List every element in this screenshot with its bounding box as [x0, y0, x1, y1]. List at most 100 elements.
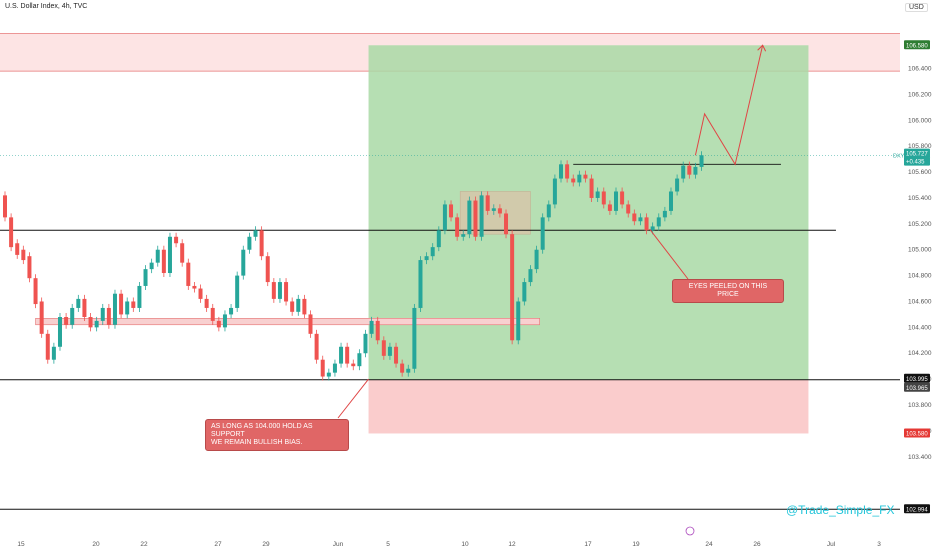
- entry-price-label-bg: [904, 382, 930, 392]
- support-note-pointer: [337, 378, 369, 419]
- candle-body: [467, 200, 472, 235]
- candle-body: [94, 320, 99, 328]
- candle-body: [345, 346, 350, 364]
- candle-body: [112, 293, 117, 325]
- candle-body: [381, 340, 386, 356]
- currency-button[interactable]: USD: [905, 3, 928, 12]
- candle-body: [504, 213, 509, 235]
- candle-body: [583, 174, 588, 179]
- eyes-note-text: EYES PEELED ON THIS PRICE: [688, 283, 768, 298]
- candle-body: [277, 282, 282, 299]
- candle-body: [638, 217, 643, 222]
- price-tick-label: 106.000: [908, 117, 932, 124]
- time-tick-label: 17: [584, 541, 592, 548]
- time-tick-label: 29: [262, 541, 270, 548]
- candle-body: [656, 217, 661, 227]
- projection-arrowhead: [757, 44, 767, 52]
- candle-body: [204, 298, 209, 308]
- candle-body: [180, 243, 185, 263]
- time-tick-label: 15: [17, 541, 25, 548]
- candle-body: [607, 204, 612, 211]
- candle-body: [516, 301, 521, 341]
- candle-body: [644, 217, 649, 231]
- candle-body: [406, 368, 411, 373]
- candle-body: [485, 195, 490, 211]
- candle-body: [497, 208, 502, 214]
- candle-body: [650, 226, 655, 231]
- candle-body: [161, 249, 166, 274]
- candle-body: [614, 191, 618, 211]
- time-tick-label: 3: [877, 541, 881, 548]
- candle-body: [626, 204, 631, 214]
- candle-body: [119, 293, 124, 315]
- candle-body: [143, 269, 148, 286]
- candle-body: [64, 317, 69, 325]
- candle-body: [351, 363, 356, 367]
- price-tick-label: 104.600: [908, 298, 932, 305]
- time-tick-label: 20: [92, 541, 100, 548]
- eyes-note: EYES PEELED ON THIS PRICE: [672, 279, 784, 303]
- candle-body: [510, 234, 515, 341]
- change-label-bg: [904, 156, 930, 166]
- candle-body: [229, 307, 234, 315]
- price-tick-label: 103.800: [908, 402, 932, 409]
- time-tick-label: Jun: [333, 541, 344, 548]
- candle-body: [693, 166, 698, 175]
- candle-body: [15, 243, 20, 255]
- candle-body: [149, 262, 154, 270]
- candle-body: [137, 285, 142, 308]
- lower-price-label: 102.994: [906, 507, 928, 513]
- candle-body: [424, 256, 429, 261]
- candle-body: [601, 191, 606, 205]
- candle-body: [302, 298, 307, 315]
- candle-body: [357, 353, 362, 367]
- time-tick-label: 5: [386, 541, 390, 548]
- price-tick-label: 105.800: [908, 143, 932, 150]
- eyes-note-pointer: [649, 228, 689, 280]
- candle-body: [681, 165, 686, 179]
- price-tick-label: 104.800: [908, 273, 932, 280]
- candle-body: [571, 178, 576, 183]
- candle-body: [559, 164, 564, 179]
- price-tick-label: 105.400: [908, 195, 932, 202]
- candle-body: [247, 236, 252, 250]
- candle-body: [412, 307, 417, 369]
- stop-price-label: 103.580: [906, 431, 928, 437]
- event-icon: [685, 526, 695, 536]
- watermark: @Trade_Simple_FX: [786, 503, 895, 517]
- candle-body: [314, 333, 319, 360]
- candle-body: [577, 174, 582, 183]
- candle-body: [479, 195, 484, 237]
- candle-body: [534, 249, 539, 270]
- price-tick-label: 106.400: [908, 66, 932, 73]
- price-tick-label: 104.200: [908, 350, 932, 357]
- candle-body: [271, 282, 276, 299]
- time-tick-label: 10: [461, 541, 469, 548]
- support-price-label: 103.995: [906, 377, 928, 383]
- candle-body: [620, 191, 625, 205]
- candle-body: [522, 282, 527, 302]
- candle-body: [546, 204, 551, 218]
- candle-body: [589, 178, 594, 198]
- candle-body: [320, 359, 325, 377]
- candle-body: [235, 275, 240, 308]
- candle-body: [216, 320, 221, 328]
- stop-loss-zone: [368, 379, 809, 434]
- price-axis: [900, 0, 932, 550]
- price-tick-label: 104.400: [908, 324, 932, 331]
- candle-body: [174, 236, 179, 244]
- candle-body: [418, 260, 423, 308]
- stop-price-label-bg: [904, 428, 930, 438]
- time-tick-label: 26: [753, 541, 761, 548]
- chart-title: U.S. Dollar Index, 4h, TVC: [5, 3, 88, 10]
- candle-body: [265, 256, 270, 283]
- candle-body: [88, 317, 93, 328]
- candle-body: [167, 236, 172, 274]
- candle-body: [192, 285, 197, 289]
- candle-body: [668, 191, 673, 211]
- candle-body: [131, 301, 136, 308]
- projection-path: [694, 45, 764, 166]
- candle-body: [9, 217, 14, 248]
- candles: [3, 151, 704, 381]
